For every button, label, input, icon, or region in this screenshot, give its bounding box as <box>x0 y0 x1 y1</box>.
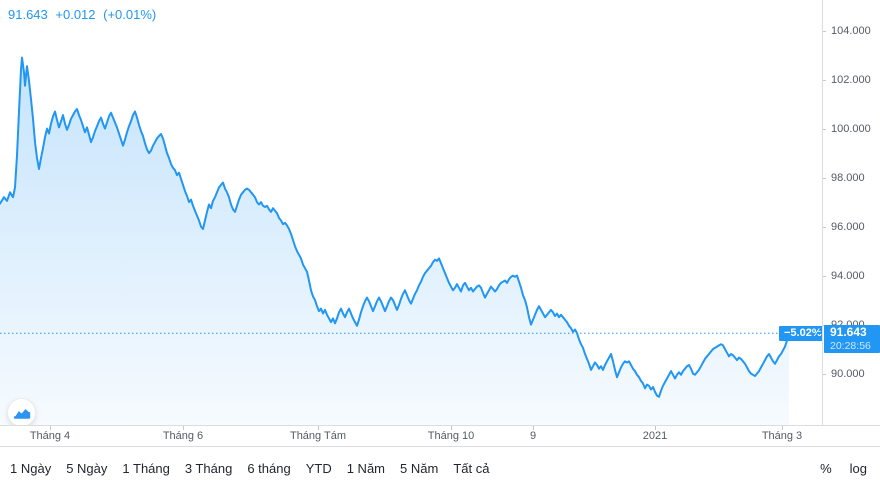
y-axis-label: 100.000 <box>831 123 871 135</box>
quote-header: 91.643 +0.012 (+0.01%) <box>8 7 160 22</box>
range-button-3[interactable]: 3 Tháng <box>184 460 233 476</box>
x-axis-tick <box>318 426 319 430</box>
percent-scale-button[interactable]: % <box>820 460 832 476</box>
y-axis-label: 102.000 <box>831 74 871 86</box>
y-axis-tick <box>822 129 826 130</box>
range-button-7[interactable]: 5 Năm <box>400 460 439 476</box>
chart-style-button[interactable] <box>7 398 36 427</box>
range-button-0[interactable]: 1 Ngày <box>10 460 52 476</box>
time-axis[interactable]: Tháng 4 Tháng 6 Tháng Tám Tháng 10 9 2021 Thán… <box>0 425 880 447</box>
x-axis-label: Tháng Tám <box>289 430 347 442</box>
current-price-axis-label: 91.643 20:28:56 <box>817 325 880 353</box>
y-axis-label: 98.000 <box>831 172 865 184</box>
y-axis-tick <box>822 178 826 179</box>
x-axis-tick <box>655 426 656 430</box>
log-scale-button[interactable]: log <box>849 460 867 476</box>
x-axis-tick <box>533 426 534 430</box>
range-button-8[interactable]: Tất cả <box>453 460 490 476</box>
x-axis-tick <box>451 426 452 430</box>
current-price-value: 91.643 <box>830 325 867 339</box>
x-axis-label: Tháng 3 <box>761 430 803 442</box>
range-button-1[interactable]: 5 Ngày <box>66 460 108 476</box>
x-axis-tick <box>50 426 51 430</box>
y-axis-tick <box>822 276 826 277</box>
range-buttons-group: 1 Ngày 5 Ngày 1 Tháng 3 Tháng 6 tháng YTD 1 Nă… <box>0 459 490 478</box>
x-axis-label: 2021 <box>642 430 668 442</box>
area-fill <box>0 57 789 425</box>
y-axis-label: 96.000 <box>831 221 865 233</box>
y-axis-tick <box>822 80 826 81</box>
last-price: 91.643 <box>8 7 48 22</box>
change-percent-badge: −5.02% <box>779 326 827 341</box>
chart-plot-area[interactable]: 91.643 +0.012 (+0.01%) −5.02% <box>0 0 827 427</box>
x-axis-label: Tháng 4 <box>29 430 71 442</box>
range-button-6[interactable]: 1 Năm <box>346 460 386 476</box>
price-change-percent: (+0.01%) <box>103 7 157 22</box>
x-axis-label: Tháng 10 <box>427 430 475 442</box>
range-button-2[interactable]: 1 Tháng <box>122 460 170 476</box>
price-area-chart[interactable] <box>0 0 822 425</box>
y-axis-tick <box>822 227 826 228</box>
y-axis-label: 104.000 <box>831 25 871 37</box>
range-toolbar: 1 Ngày 5 Ngày 1 Tháng 3 Tháng 6 tháng YTD 1 Nă… <box>0 447 880 489</box>
x-axis-label: Tháng 6 <box>162 430 204 442</box>
x-axis-label: 9 <box>529 430 537 442</box>
range-button-4[interactable]: 6 tháng <box>247 460 291 476</box>
y-axis-tick <box>822 374 826 375</box>
price-change: +0.012 <box>55 7 96 22</box>
range-button-5[interactable]: YTD <box>305 460 332 476</box>
price-axis[interactable]: 104.000 102.000 100.000 98.000 96.000 94.000 9… <box>817 0 880 425</box>
bar-countdown: 20:28:56 <box>830 340 871 352</box>
x-axis-tick <box>782 426 783 430</box>
y-axis-label: 90.000 <box>831 368 865 380</box>
scale-buttons-group: % log <box>819 459 880 478</box>
price-line <box>0 56 790 398</box>
area-chart-icon <box>13 406 30 419</box>
x-axis-tick <box>183 426 184 430</box>
y-axis-tick <box>822 31 826 32</box>
axis-divider <box>822 0 823 447</box>
y-axis-label: 94.000 <box>831 270 865 282</box>
